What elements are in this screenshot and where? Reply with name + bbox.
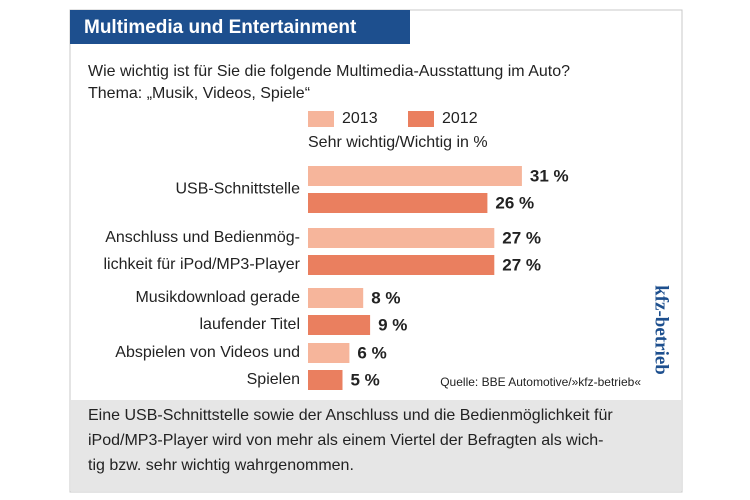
footer-text: iPod/MP3-Player wird von mehr als einem …	[88, 432, 603, 449]
category-label: Spielen	[247, 371, 300, 388]
category-label: Anschluss und Bedienmög-	[105, 229, 300, 246]
legend-swatch	[308, 111, 334, 127]
header-title: Multimedia und Entertainment	[84, 17, 357, 38]
unit-label: Sehr wichtig/Wichtig in %	[308, 134, 488, 151]
footer-text: tig bzw. sehr wichtig wahrgenommen.	[88, 457, 354, 474]
legend-label: 2012	[442, 110, 478, 127]
bar	[308, 288, 364, 308]
category-label: Musikdownload gerade	[135, 289, 300, 306]
footer-text: Eine USB-Schnittstelle sowie der Anschlu…	[88, 407, 613, 424]
source: Quelle: BBE Automotive/»kfz-betrieb«	[440, 375, 641, 389]
category-label: lichkeit für iPod/MP3-Player	[103, 256, 300, 273]
chart-title: Wie wichtig ist für Sie die folgende Mul…	[88, 63, 570, 80]
value-label: 5 %	[351, 370, 380, 389]
category-label: Abspielen von Videos und	[115, 344, 300, 361]
bar	[308, 343, 350, 363]
legend-label: 2013	[342, 110, 378, 127]
title-bar	[70, 10, 410, 44]
legend-swatch	[408, 111, 434, 127]
footer-box	[71, 400, 681, 491]
value-label: 31 %	[530, 166, 569, 185]
value-label: 26 %	[495, 193, 534, 212]
category-label: laufender Titel	[199, 316, 300, 333]
value-label: 8 %	[371, 288, 400, 307]
value-label: 27 %	[502, 228, 541, 247]
chart-subtitle: Thema: „Musik, Videos, Spiele“	[88, 85, 310, 102]
value-label: 9 %	[378, 315, 407, 334]
bar	[308, 193, 488, 213]
bar	[308, 255, 495, 275]
category-label: USB-Schnittstelle	[176, 181, 301, 198]
bar	[308, 370, 343, 390]
brand-logo: kfz-betrieb	[651, 285, 672, 375]
value-label: 6 %	[357, 343, 386, 362]
bar	[308, 228, 495, 248]
bar	[308, 166, 522, 186]
value-label: 27 %	[502, 255, 541, 274]
bar	[308, 315, 371, 335]
